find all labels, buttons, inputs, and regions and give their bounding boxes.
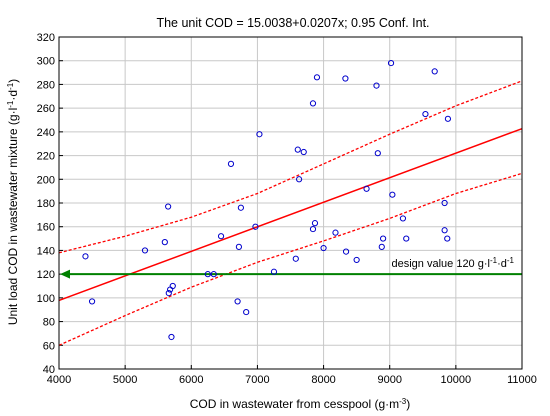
x-tick-label: 7000 <box>245 374 269 386</box>
data-point <box>431 68 438 75</box>
ticks: 4000 5000 6000 7000 8000 9000 10000 11000 40 60 80… <box>37 32 537 386</box>
confidence-upper-line <box>58 80 523 254</box>
data-point <box>353 256 360 264</box>
data-point <box>141 247 149 254</box>
data-point <box>234 298 241 305</box>
data-points <box>82 59 452 341</box>
data-point <box>313 74 321 81</box>
data-point <box>165 203 172 210</box>
data-point <box>444 115 452 122</box>
data-point <box>252 223 259 230</box>
y-tick-label: 220 <box>37 151 55 163</box>
x-tick-label: 11000 <box>507 374 537 386</box>
data-point <box>82 253 89 260</box>
x-tick-label: 6000 <box>179 374 203 386</box>
data-point <box>161 239 168 246</box>
data-point <box>237 204 244 211</box>
x-tick-label: 9000 <box>377 374 401 386</box>
data-point <box>169 282 176 290</box>
data-point <box>332 229 339 236</box>
data-point <box>235 243 243 250</box>
fit-lines <box>58 127 523 302</box>
data-point <box>295 176 303 183</box>
data-point <box>441 199 448 207</box>
data-point <box>311 220 319 227</box>
data-point <box>292 255 299 262</box>
y-tick-label: 40 <box>43 364 55 376</box>
regression-line <box>58 127 523 302</box>
y-axis-label: Unit load COD in wastewater mixture (g·l… <box>6 79 21 325</box>
data-point <box>294 146 301 153</box>
data-point <box>342 248 350 255</box>
y-tick-label: 280 <box>37 79 55 91</box>
data-point <box>217 233 225 240</box>
data-point <box>378 243 385 250</box>
data-point <box>270 268 278 275</box>
y-tick-label: 180 <box>37 198 55 210</box>
y-tick-label: 240 <box>37 127 55 139</box>
data-point <box>441 227 448 234</box>
x-tick-label: 4000 <box>47 374 71 386</box>
data-point <box>256 131 263 138</box>
y-tick-label: 320 <box>37 32 55 44</box>
design-value-arrowhead <box>60 269 70 279</box>
data-point <box>309 225 317 233</box>
chart-title: The unit COD = 15.0038+0.0207x; 0.95 Con… <box>156 16 429 30</box>
data-point <box>373 82 380 89</box>
y-tick-label: 80 <box>43 317 55 329</box>
y-tick-label: 120 <box>37 269 55 281</box>
x-tick-label: 10000 <box>441 374 472 386</box>
data-point <box>374 150 381 157</box>
data-point <box>300 148 307 156</box>
data-point <box>387 59 395 67</box>
design-value-label: design value 120 g·l-1·d-1 <box>392 256 515 271</box>
y-tick-label: 160 <box>37 222 55 234</box>
data-point <box>204 271 211 278</box>
plot-frame <box>58 36 523 370</box>
confidence-band <box>58 80 523 346</box>
data-point <box>320 244 327 252</box>
data-point <box>380 235 387 242</box>
x-tick-label: 8000 <box>311 374 335 386</box>
data-point <box>243 308 250 316</box>
y-tick-label: 100 <box>37 293 55 305</box>
data-point <box>363 185 370 192</box>
data-point <box>444 235 451 242</box>
data-point <box>88 298 96 305</box>
data-point <box>403 235 410 242</box>
data-point <box>389 191 396 198</box>
data-point <box>399 215 407 222</box>
y-tick-label: 300 <box>37 56 55 68</box>
data-point <box>227 160 235 167</box>
data-point <box>168 333 175 341</box>
data-point <box>309 100 317 107</box>
data-point <box>342 75 349 82</box>
grid <box>59 37 522 369</box>
x-axis-label: COD in wastewater from cesspool (g·m-3) <box>190 397 411 412</box>
x-tick-label: 5000 <box>113 374 137 386</box>
y-tick-label: 260 <box>37 103 55 115</box>
data-point <box>165 290 172 297</box>
data-point <box>210 271 217 278</box>
y-tick-label: 200 <box>37 174 55 186</box>
y-tick-label: 140 <box>37 245 55 257</box>
data-point <box>422 110 429 118</box>
y-tick-label: 60 <box>43 340 55 352</box>
